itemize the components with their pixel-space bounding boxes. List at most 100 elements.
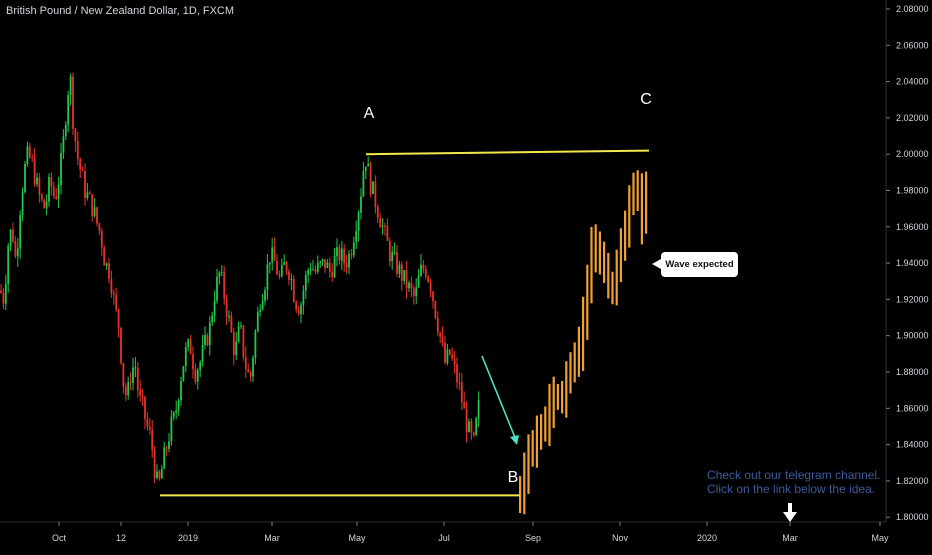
candle-body [216, 276, 218, 301]
candle-body [374, 181, 377, 207]
time-tick-label: 2020 [697, 533, 717, 543]
candle-body [192, 354, 194, 370]
candle-body [196, 370, 199, 382]
projection-bar [527, 434, 530, 494]
candle-body [429, 281, 432, 292]
candle-body [345, 263, 348, 268]
candle-body [446, 349, 449, 363]
candle-body [62, 136, 65, 154]
candle-body [290, 279, 293, 281]
candle-body [379, 218, 382, 228]
candle-body [177, 400, 180, 411]
wave-label-b: B [508, 469, 519, 486]
candle-body [38, 177, 41, 195]
candle-body [237, 326, 240, 342]
candle-body [312, 269, 314, 271]
candle-body [415, 287, 418, 296]
candle-body [91, 194, 94, 216]
candle-body [244, 356, 247, 370]
candle-body [199, 362, 202, 371]
candle-body [338, 247, 341, 261]
price-tick-label: 1.94000 [896, 258, 929, 268]
candle-body [348, 253, 350, 268]
candle-body [21, 191, 24, 216]
candle-body [52, 186, 55, 197]
candle-body [304, 274, 307, 291]
candle-body [57, 184, 60, 199]
projection-bar [565, 361, 568, 418]
projection-bar [611, 271, 614, 305]
wave-expected-callout: Wave expected [652, 252, 738, 277]
candle-body [144, 396, 146, 419]
wave-label-c: C [640, 91, 652, 108]
candle-body [400, 264, 403, 281]
projection-layer [519, 170, 648, 515]
candle-body [139, 390, 142, 396]
candle-body [364, 166, 367, 171]
candle-body [441, 336, 444, 343]
price-tick-label: 2.06000 [896, 40, 929, 50]
candle-body [67, 95, 70, 125]
callout-label: Wave expected [665, 259, 734, 270]
candle-body [316, 263, 319, 272]
time-tick-label: Oct [52, 533, 67, 543]
candle-body [276, 260, 278, 275]
candle-body [326, 262, 329, 268]
time-axis[interactable]: Oct 12 2019 Mar May Jul Sep Nov 2020 Mar May [0, 503, 889, 543]
candle-body [72, 76, 74, 129]
candle-body [230, 315, 233, 332]
candle-body [194, 369, 197, 382]
candle-body [432, 291, 434, 302]
candle-body [434, 301, 437, 318]
candle-body [9, 229, 12, 246]
time-tick-label: 12 [116, 533, 126, 543]
candle-body [336, 247, 338, 257]
callout-pointer-icon [652, 259, 661, 269]
time-tick-label: Nov [612, 533, 629, 543]
candle-body [247, 369, 250, 373]
candle-body [165, 447, 168, 449]
candle-body [388, 240, 391, 262]
candle-body [439, 332, 442, 337]
candle-body [458, 382, 461, 384]
candle-body [76, 140, 79, 159]
candle-body [396, 252, 398, 274]
candle-body [28, 146, 31, 158]
candle-body [468, 421, 470, 432]
price-axis[interactable]: 2.08000 2.06000 2.04000 2.02000 2.00000 1.980… [885, 0, 932, 555]
candle-body [81, 169, 84, 171]
projection-bar [519, 476, 522, 514]
level-line-top [365, 149, 650, 156]
candle-body [268, 262, 271, 265]
candle-body [160, 468, 163, 479]
candle-body [50, 176, 53, 187]
candle-body [405, 269, 408, 289]
candle-body [206, 335, 209, 346]
candle-body [393, 252, 396, 254]
candle-body [309, 269, 312, 271]
candle-body [324, 259, 326, 268]
candle-body [362, 170, 365, 197]
candle-body [100, 231, 103, 248]
candle-body [319, 261, 322, 264]
candle-body [436, 317, 439, 333]
candle-body [103, 247, 106, 266]
candle-body [295, 301, 298, 310]
candle-body [408, 282, 410, 289]
projection-bar [636, 170, 639, 211]
candle-body [156, 471, 158, 478]
candle-body [280, 264, 283, 277]
candle-body [117, 309, 120, 328]
candle-body [350, 253, 353, 256]
candle-body [158, 471, 161, 479]
candle-body [355, 231, 358, 243]
projection-bar [632, 172, 635, 216]
price-tick-label: 1.86000 [896, 403, 929, 413]
candle-body [470, 421, 473, 433]
candle-body [367, 163, 370, 167]
candle-body [410, 282, 413, 289]
candle-body [201, 345, 204, 363]
candle-body [43, 199, 46, 209]
time-tick-label: Mar [264, 533, 280, 543]
